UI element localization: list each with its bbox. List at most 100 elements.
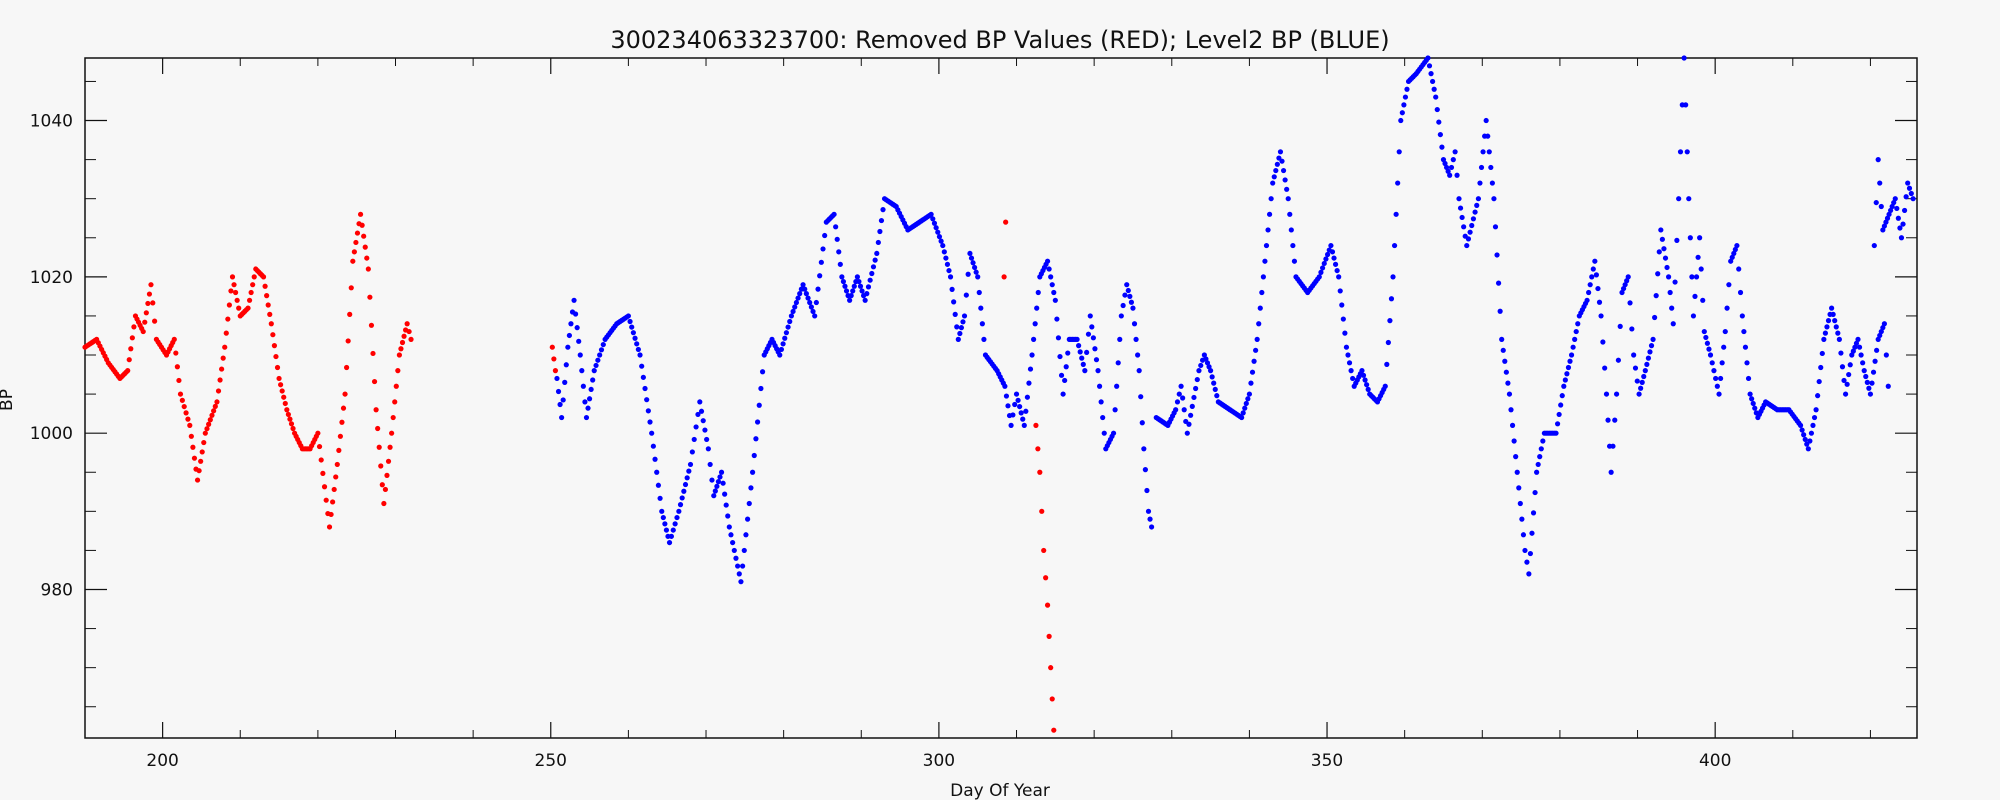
data-point	[642, 385, 648, 392]
data-point	[354, 230, 361, 236]
data-point	[731, 547, 737, 554]
data-point	[666, 539, 673, 546]
data-point	[822, 232, 828, 239]
data-point	[1350, 375, 1356, 382]
data-point	[1193, 385, 1199, 392]
data-point	[1860, 360, 1866, 366]
data-point	[1431, 86, 1437, 92]
data-point	[1139, 420, 1145, 426]
data-point	[1538, 446, 1544, 452]
data-point	[1437, 131, 1443, 138]
data-point	[1259, 289, 1265, 296]
data-point	[1194, 376, 1200, 383]
data-point	[191, 455, 198, 461]
data-point	[672, 521, 678, 527]
data-point	[1797, 422, 1804, 428]
y-tick-label: 1040	[30, 112, 73, 132]
data-point	[813, 299, 819, 306]
data-point	[1051, 727, 1057, 733]
data-point	[555, 388, 562, 395]
data-point	[1662, 255, 1669, 261]
data-point	[834, 236, 840, 242]
data-point	[674, 514, 680, 521]
data-point	[1871, 242, 1877, 249]
data-point	[1141, 446, 1147, 452]
data-point	[1511, 438, 1517, 444]
data-point	[1645, 355, 1652, 361]
data-point	[1117, 336, 1123, 342]
data-point	[1382, 383, 1388, 389]
data-point	[1456, 196, 1462, 202]
data-point	[1430, 78, 1436, 85]
data-point	[1131, 321, 1138, 327]
data-point	[1739, 313, 1745, 319]
data-point	[1575, 321, 1581, 327]
data-point	[748, 485, 754, 491]
data-point	[593, 362, 599, 369]
data-point	[777, 352, 783, 358]
data-point	[390, 414, 396, 421]
data-point	[212, 403, 218, 409]
data-point	[1888, 207, 1894, 214]
data-point	[965, 271, 971, 277]
data-point	[867, 277, 873, 283]
data-point	[1184, 430, 1190, 436]
data-point	[1174, 399, 1181, 405]
data-point	[279, 388, 285, 394]
data-point	[1824, 324, 1830, 330]
data-point	[1629, 326, 1635, 332]
data-point	[650, 443, 656, 449]
data-point	[1497, 308, 1503, 314]
data-point	[331, 486, 337, 493]
data-point	[1559, 393, 1565, 399]
data-point	[1864, 379, 1870, 385]
data-point	[1454, 172, 1460, 178]
data-point	[1703, 334, 1709, 341]
data-point	[171, 336, 177, 342]
data-point	[1572, 336, 1578, 342]
data-point	[336, 447, 342, 453]
data-point	[365, 266, 371, 272]
data-point	[321, 484, 328, 490]
data-point	[840, 278, 847, 285]
data-point	[1808, 430, 1815, 436]
data-point	[793, 299, 799, 306]
data-point	[207, 417, 213, 423]
data-point	[1853, 340, 1860, 346]
data-point	[676, 508, 682, 514]
data-point	[588, 386, 594, 393]
data-point	[1667, 289, 1673, 296]
data-point	[1046, 633, 1052, 639]
data-point	[1263, 242, 1270, 249]
data-point	[818, 259, 824, 265]
data-point	[406, 328, 412, 335]
data-point	[1701, 328, 1707, 335]
data-point	[1900, 221, 1906, 227]
data-point	[563, 362, 569, 368]
data-point	[1704, 340, 1711, 346]
data-point	[954, 324, 960, 330]
data-point	[1695, 254, 1701, 260]
data-point	[1039, 508, 1045, 514]
data-point	[1268, 196, 1274, 202]
data-point	[1874, 347, 1880, 353]
data-point	[1520, 532, 1527, 538]
data-point	[367, 294, 373, 300]
data-point	[1833, 324, 1839, 330]
data-point	[1273, 167, 1279, 174]
data-point	[368, 322, 375, 328]
data-point	[644, 397, 650, 403]
data-point	[1122, 292, 1128, 298]
data-point	[1587, 282, 1593, 288]
data-point	[705, 446, 711, 452]
data-point	[743, 532, 749, 538]
data-point	[955, 336, 961, 342]
data-point	[808, 304, 814, 310]
data-point	[583, 414, 590, 421]
data-point	[1631, 352, 1637, 358]
series-1	[554, 55, 1891, 585]
data-point	[657, 495, 663, 501]
data-point	[1707, 352, 1714, 358]
data-point	[577, 352, 583, 358]
data-point	[282, 400, 288, 407]
